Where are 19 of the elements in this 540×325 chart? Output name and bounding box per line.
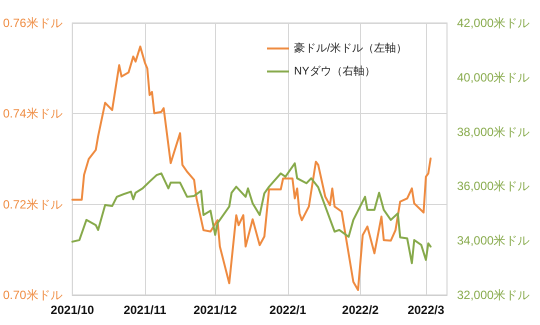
x-tick-label: 2021/10 [50, 303, 94, 317]
y-tick-label: 0.72米ドル [2, 197, 62, 212]
y-tick-label: 0.76米ドル [2, 16, 62, 30]
y2-tick-label: 34,000米ドル [457, 234, 530, 248]
x-tick-label: 2021/11 [124, 303, 167, 317]
y2-tick-label: 36,000米ドル [457, 179, 530, 194]
y2-tick-label: 38,000米ドル [457, 124, 530, 139]
legend-label: NYダウ（右軸） [294, 64, 376, 78]
line-series [71, 162, 432, 264]
y-tick-label: 0.70米ドル [2, 288, 62, 302]
x-tick-label: 2022/3 [408, 303, 445, 317]
y-tick-label: 0.74米ドル [2, 106, 62, 121]
x-tick-label: 2022/2 [342, 303, 380, 317]
legend-label: 豪ドル/米ドル（左軸） [294, 42, 408, 54]
y2-tick-label: 42,000米ドル [457, 16, 530, 30]
x-tick-label: 2022/1 [269, 303, 306, 317]
x-tick-label: 2021/12 [193, 303, 238, 317]
y2-tick-label: 32,000米ドル [457, 288, 530, 302]
y2-tick-label: 40,000米ドル [457, 70, 530, 84]
